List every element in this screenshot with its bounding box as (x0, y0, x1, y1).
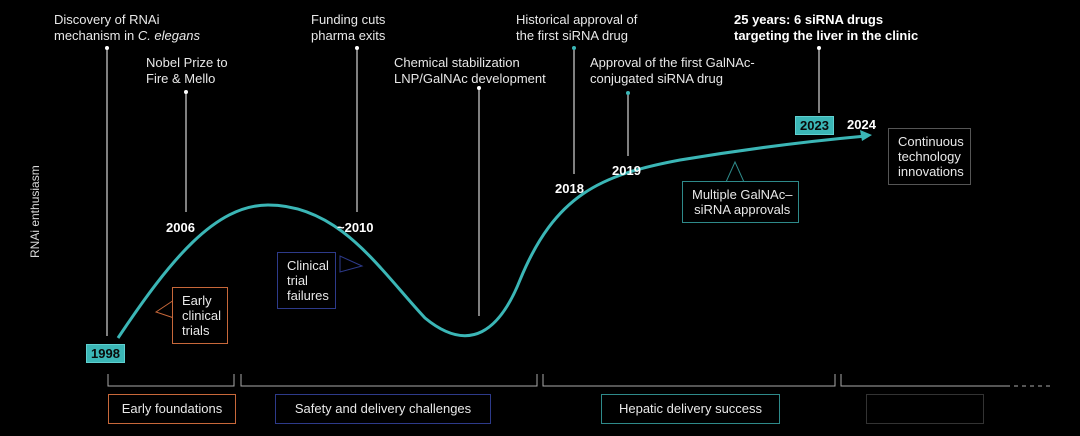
year-label-2024: 2024 (847, 117, 876, 132)
callout-early-clinical-trials: Early clinical trials (172, 287, 229, 344)
galnac-tail (725, 160, 745, 183)
annotation-funding-line2: pharma exits (311, 28, 386, 43)
annotation-galnac-line1: Approval of the first GalNAc- (590, 55, 755, 70)
callout-failures-line2: trial (287, 273, 308, 288)
callout-early-line1: Early (182, 293, 212, 308)
pointer-dot-2018 (572, 46, 576, 50)
year-badge-1998: 1998 (86, 344, 125, 363)
year-label-2019: 2019 (612, 163, 641, 178)
pointer-dot-1998 (105, 46, 109, 50)
enthusiasm-curve (116, 134, 867, 339)
annotation-galnac-line2: conjugated siRNA drug (590, 71, 723, 86)
annotation-rnai-discovery-line2: mechanism in C. elegans (54, 28, 200, 44)
annotation-liver-line2: targeting the liver in the clinic (734, 28, 919, 43)
annotation-funding-line1: Funding cuts (311, 12, 386, 27)
callout-early-line2: clinical (182, 308, 222, 323)
year-label-2010: ~2010 (337, 220, 374, 235)
callout-galnac-line1: Multiple GalNAc– (692, 187, 793, 202)
bracket-early (107, 374, 235, 387)
bracket-safety (240, 374, 538, 387)
callout-failures-line3: failures (287, 288, 329, 303)
annotation-rnai-discovery-line1: Discovery of RNAi (54, 12, 160, 27)
annotation-hist-line2: the first siRNA drug (516, 28, 628, 43)
curve-arrowhead (860, 130, 872, 141)
year-label-2018: 2018 (555, 181, 584, 196)
phase-safety-delivery: Safety and delivery challenges (275, 394, 491, 424)
year-badge-2023: 2023 (795, 116, 834, 135)
pointer-dot-2023 (817, 46, 821, 50)
phase-future-blurred (866, 394, 984, 424)
failures-tail (339, 255, 364, 273)
callout-innovations-line2: technology (898, 149, 961, 164)
callout-clinical-trial-failures: Clinical trial failures (277, 252, 336, 309)
annotation-galnac-approval: Approval of the first GalNAc- conjugated… (590, 55, 755, 87)
bracket-future (840, 374, 1010, 387)
callout-continuous-innovations: Continuous technology innovations (888, 128, 971, 185)
annotation-c-elegans: C. elegans (137, 28, 200, 43)
phase-early-foundations: Early foundations (108, 394, 236, 424)
pointer-dot-2010 (355, 46, 359, 50)
annotation-nobel-line2: Fire & Mello (146, 71, 216, 86)
phase-hepatic-delivery: Hepatic delivery success (601, 394, 780, 424)
annotation-funding-cuts: Funding cuts pharma exits (311, 12, 385, 44)
annotation-nobel-prize: Nobel Prize to Fire & Mello (146, 55, 228, 87)
pointer-dot-2019 (626, 91, 630, 95)
annotation-chemical-stabilization: Chemical stabilization LNP/GalNAc develo… (394, 55, 546, 87)
y-axis-label: RNAi enthusiasm (28, 165, 42, 258)
callout-galnac-line2: siRNA approvals (694, 202, 791, 217)
annotation-rnai-discovery: Discovery of RNAi mechanism in C. elegan… (54, 12, 200, 44)
callout-early-line3: trials (182, 323, 210, 338)
callout-innovations-line3: innovations (898, 164, 964, 179)
annotation-rnai-discovery-prefix: mechanism in (54, 28, 138, 43)
year-label-2006: 2006 (166, 220, 195, 235)
pointer-dot-chem (477, 86, 481, 90)
annotation-hist-line1: Historical approval of (516, 12, 638, 27)
pointer-dot-2006 (184, 90, 188, 94)
annotation-liver-line1: 25 years: 6 siRNA drugs (734, 12, 884, 27)
callout-innovations-line1: Continuous (898, 134, 964, 149)
annotation-liver-drugs: 25 years: 6 siRNA drugs targeting the li… (734, 12, 918, 44)
annotation-historical-approval: Historical approval of the first siRNA d… (516, 12, 637, 44)
callout-failures-line1: Clinical (287, 258, 329, 273)
bracket-hepatic (542, 374, 836, 387)
annotation-nobel-line1: Nobel Prize to (146, 55, 228, 70)
callout-galnac-approvals: Multiple GalNAc– siRNA approvals (682, 181, 800, 223)
annotation-chem-line2: LNP/GalNAc development (394, 71, 546, 86)
annotation-chem-line1: Chemical stabilization (394, 55, 520, 70)
